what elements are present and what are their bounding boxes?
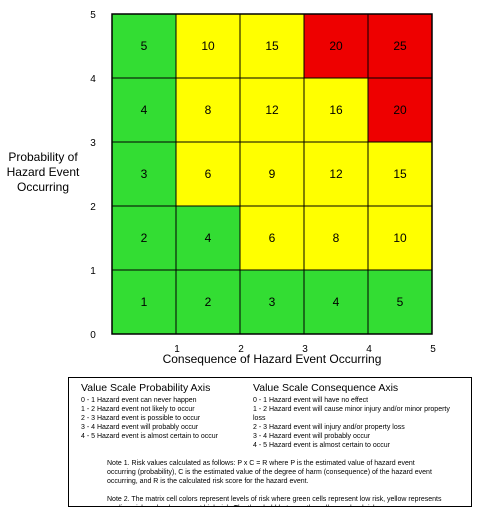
probability-scale: Value Scale Probability Axis 0 - 1 Hazar… (81, 382, 253, 450)
matrix-cell (111, 141, 177, 207)
matrix-cell (303, 13, 369, 79)
y-tick-label: 4 (90, 74, 96, 85)
y-tick-label: 0 (90, 330, 96, 341)
matrix-cell (239, 77, 305, 143)
matrix-cell (303, 77, 369, 143)
consequence-scale: Value Scale Consequence Axis 0 - 1 Hazar… (253, 382, 461, 450)
cell-value: 6 (205, 167, 212, 181)
matrix-cell (175, 205, 241, 271)
x-tick-label: 4 (366, 344, 372, 355)
probability-item: 2 - 3 Hazard event is possible to occur (81, 415, 201, 422)
matrix-cell (303, 141, 369, 207)
cell-value: 12 (329, 167, 343, 181)
cell-value: 5 (397, 295, 404, 309)
consequence-item: 3 - 4 Hazard event will probably occur (253, 433, 371, 440)
matrix-cell (111, 77, 177, 143)
y-tick-label: 5 (90, 10, 96, 21)
matrix-cell (111, 205, 177, 271)
cell-value: 15 (393, 167, 407, 181)
cell-value: 20 (393, 103, 407, 117)
consequence-item: 4 - 5 Hazard event is almost certain to … (253, 442, 390, 449)
cell-value: 3 (269, 295, 276, 309)
cell-value: 4 (141, 103, 148, 117)
matrix-cell (175, 77, 241, 143)
cell-value: 16 (329, 103, 343, 117)
matrix-cell (239, 141, 305, 207)
cell-value: 20 (329, 39, 343, 53)
y-tick-label: 1 (90, 266, 96, 277)
consequence-scale-title: Value Scale Consequence Axis (253, 382, 399, 394)
cell-value: 4 (333, 295, 340, 309)
cell-value: 10 (201, 39, 215, 53)
y-axis-label: Probability of Hazard Event Occurring (6, 150, 80, 194)
probability-item: 0 - 1 Hazard event can never happen (81, 397, 197, 404)
x-tick-label: 5 (430, 344, 436, 355)
cell-value: 10 (393, 231, 407, 245)
cell-value: 8 (205, 103, 212, 117)
cell-value: 15 (265, 39, 279, 53)
cell-value: 9 (269, 167, 276, 181)
probability-item: 3 - 4 Hazard event will probably occur (81, 424, 199, 431)
matrix-cell (239, 13, 305, 79)
cell-value: 2 (141, 231, 148, 245)
consequence-item: 2 - 3 Hazard event will injury and/or pr… (253, 424, 405, 431)
cell-value: 2 (205, 295, 212, 309)
consequence-item: 1 - 2 Hazard event will cause minor inju… (253, 406, 450, 422)
legend-box: Value Scale Probability Axis 0 - 1 Hazar… (68, 377, 472, 507)
probability-scale-title: Value Scale Probability Axis (81, 382, 211, 394)
y-tick-label: 2 (90, 202, 96, 213)
x-tick-label: 2 (238, 344, 244, 355)
matrix-cell (367, 13, 433, 79)
cell-value: 12 (265, 103, 279, 117)
matrix-cell (111, 269, 177, 335)
note-1: Note 1. Risk values calculated as follow… (107, 460, 432, 485)
cell-value: 1 (141, 295, 148, 309)
matrix-cell (367, 141, 433, 207)
cell-value: 5 (141, 39, 148, 53)
x-tick-label: 1 (174, 344, 180, 355)
x-axis-label: Consequence of Hazard Event Occurring (162, 352, 382, 366)
x-tick-label: 3 (302, 344, 308, 355)
cell-value: 8 (333, 231, 340, 245)
plot-frame (111, 13, 433, 335)
cell-value: 4 (205, 231, 212, 245)
cell-value: 25 (393, 39, 407, 53)
consequence-item: 0 - 1 Hazard event will have no effect (253, 397, 369, 404)
cell-value: 3 (141, 167, 148, 181)
note-2: Note 2. The matrix cell colors represent… (107, 496, 442, 506)
matrix-cell (175, 269, 241, 335)
cell-value: 6 (269, 231, 276, 245)
risk-matrix-chart: 1 2 3 4 52 4 6 8 103 6 9 12 154 8 12 16 205 10 15 20 2501234… (90, 10, 436, 355)
matrix-cell (367, 77, 433, 143)
probability-item: 1 - 2 Hazard event not likely to occur (81, 406, 195, 413)
y-tick-label: 3 (90, 138, 96, 149)
probability-item: 4 - 5 Hazard event is almost certain to … (81, 433, 218, 440)
